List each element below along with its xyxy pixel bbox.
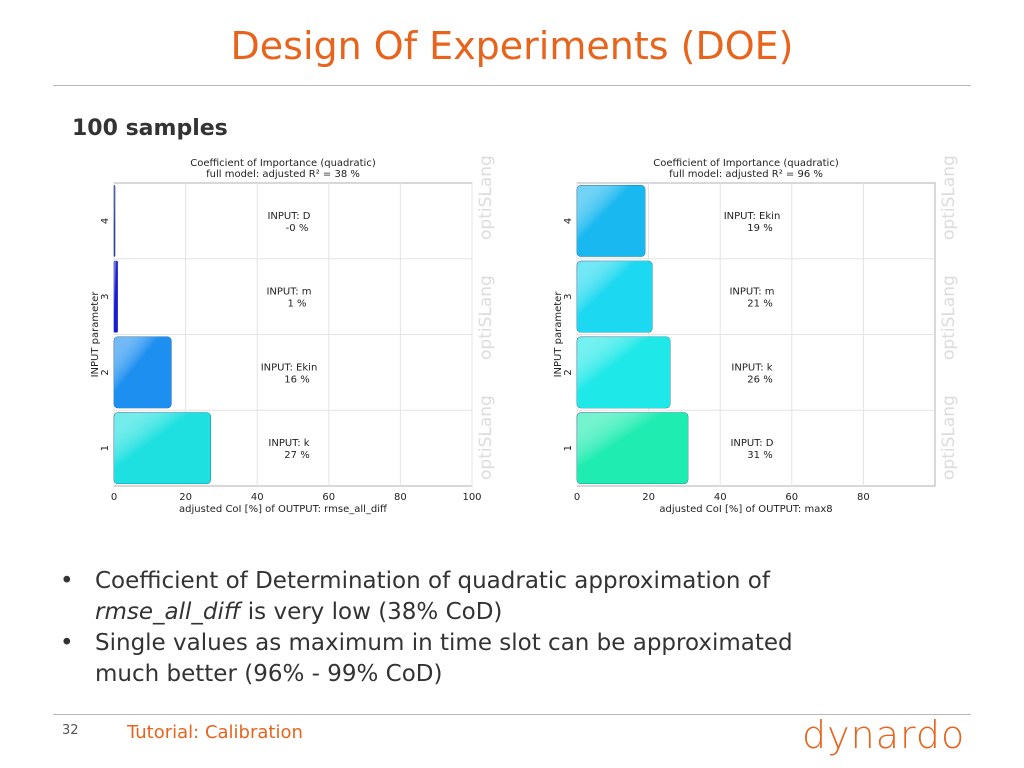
- bullet-1-continuation: is very low (38% CoD): [240, 599, 503, 625]
- x-axis-label: adjusted CoI [%] of OUTPUT: rmse_all_dif…: [179, 504, 388, 515]
- y-tick-label: 1: [563, 445, 574, 451]
- bottom-divider: [53, 714, 971, 715]
- value-label: 27 %: [284, 450, 309, 461]
- page-number: 32: [62, 723, 79, 738]
- bar-label: INPUT: k: [731, 362, 772, 373]
- bullet-item-1: • Coefficient of Determination of quadra…: [60, 566, 960, 628]
- bar-label: INPUT: m: [729, 287, 774, 298]
- value-label: -0 %: [286, 223, 309, 234]
- top-divider: [53, 85, 971, 86]
- bar-shade: [577, 185, 646, 257]
- dynardo-logo: dynardo: [800, 712, 975, 766]
- x-tick-label: 100: [462, 492, 481, 503]
- bar-label: INPUT: k: [268, 438, 309, 449]
- watermark-text: optiSLang: [476, 275, 496, 360]
- bar-shade: [577, 336, 671, 408]
- slide-title: Design Of Experiments (DOE): [230, 24, 794, 68]
- bar-label: INPUT: D: [730, 438, 773, 449]
- chart-svg: Coefficient of Importance (quadratic)ful…: [90, 155, 496, 515]
- watermark-text: optiSLang: [476, 395, 496, 480]
- y-tick-label: 4: [563, 218, 574, 224]
- chart-title: Coefficient of Importance (quadratic): [653, 158, 839, 169]
- logo-wordmark: dynardo: [802, 713, 965, 757]
- slide-subtitle: 100 samples: [72, 116, 228, 141]
- bar-label: INPUT: Ekin: [261, 362, 318, 373]
- value-label: 26 %: [747, 374, 772, 385]
- value-label: 1 %: [287, 299, 306, 310]
- bar-label: INPUT: m: [266, 287, 311, 298]
- bullet-1-italic: rmse_all_diff: [95, 599, 241, 625]
- value-label: 31 %: [747, 450, 772, 461]
- bullet-2-text: Single values as maximum in time slot ca…: [95, 630, 793, 656]
- y-axis-label: INPUT parameter: [90, 291, 101, 378]
- chart-svg: Coefficient of Importance (quadratic)ful…: [553, 155, 959, 515]
- bullet-marker: •: [60, 568, 74, 594]
- x-tick-label: 80: [394, 492, 407, 503]
- chart-title: Coefficient of Importance (quadratic): [190, 158, 376, 169]
- x-tick-label: 0: [574, 492, 580, 503]
- y-tick-label: 1: [100, 445, 111, 451]
- chart-subtitle: full model: adjusted R² = 96 %: [669, 169, 823, 180]
- watermark-text: optiSLang: [939, 155, 959, 240]
- watermark-text: optiSLang: [476, 155, 496, 240]
- footer-label: Tutorial: Calibration: [127, 722, 303, 743]
- x-tick-label: 40: [714, 492, 727, 503]
- chart-left: Coefficient of Importance (quadratic) ful…: [80, 150, 500, 520]
- bullet-2-continuation: much better (96% - 99% CoD): [95, 661, 443, 687]
- bar-shade: [114, 336, 172, 408]
- value-label: 16 %: [284, 374, 309, 385]
- bar-label: INPUT: Ekin: [724, 211, 781, 222]
- x-tick-label: 60: [322, 492, 335, 503]
- x-tick-label: 80: [857, 492, 870, 503]
- y-tick-label: 3: [563, 293, 574, 299]
- bar-shade: [114, 261, 118, 333]
- bar-shade: [577, 261, 653, 333]
- chart-right: Coefficient of Importance (quadratic) ful…: [543, 150, 963, 520]
- bullet-list: • Coefficient of Determination of quadra…: [60, 566, 960, 690]
- bar-label: INPUT: D: [267, 211, 310, 222]
- bullet-1-text: Coefficient of Determination of quadrati…: [95, 568, 770, 594]
- bar-shade: [577, 412, 688, 484]
- watermark-text: optiSLang: [939, 395, 959, 480]
- x-tick-label: 20: [642, 492, 655, 503]
- y-tick-label: 4: [100, 218, 111, 224]
- watermark-text: optiSLang: [939, 275, 959, 360]
- bar-shade: [114, 185, 115, 257]
- bullet-marker: •: [60, 630, 74, 656]
- chart-subtitle: full model: adjusted R² = 38 %: [206, 169, 360, 180]
- bullet-item-2: • Single values as maximum in time slot …: [60, 628, 960, 690]
- x-tick-label: 20: [179, 492, 192, 503]
- x-tick-label: 0: [111, 492, 117, 503]
- bar-shade: [114, 412, 211, 484]
- x-tick-label: 60: [785, 492, 798, 503]
- y-tick-label: 3: [100, 293, 111, 299]
- y-tick-label: 2: [563, 369, 574, 375]
- value-label: 21 %: [747, 299, 772, 310]
- y-tick-label: 2: [100, 369, 111, 375]
- x-tick-label: 40: [251, 492, 264, 503]
- value-label: 19 %: [747, 223, 772, 234]
- x-axis-label: adjusted CoI [%] of OUTPUT: max8: [659, 504, 832, 515]
- y-axis-label: INPUT parameter: [553, 291, 564, 378]
